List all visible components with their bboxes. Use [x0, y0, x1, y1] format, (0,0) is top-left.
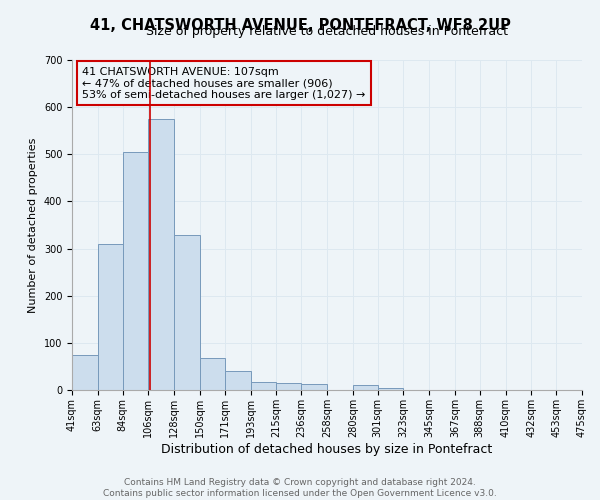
Bar: [277, 383, 301, 390]
Text: 41, CHATSWORTH AVENUE, PONTEFRACT, WF8 2UP: 41, CHATSWORTH AVENUE, PONTEFRACT, WF8 2…: [89, 18, 511, 32]
Bar: [225, 371, 251, 390]
Text: Contains HM Land Registry data © Crown copyright and database right 2024.
Contai: Contains HM Land Registry data © Crown c…: [103, 478, 497, 498]
Bar: [301, 384, 327, 390]
Bar: [72, 354, 98, 390]
Bar: [174, 236, 200, 390]
Y-axis label: Number of detached properties: Number of detached properties: [28, 138, 38, 312]
X-axis label: Distribution of detached houses by size in Pontefract: Distribution of detached houses by size …: [161, 442, 493, 456]
Title: Size of property relative to detached houses in Pontefract: Size of property relative to detached ho…: [146, 25, 508, 38]
Bar: [98, 244, 122, 390]
Text: 41 CHATSWORTH AVENUE: 107sqm
← 47% of detached houses are smaller (906)
53% of s: 41 CHATSWORTH AVENUE: 107sqm ← 47% of de…: [82, 66, 365, 100]
Bar: [122, 152, 148, 390]
Bar: [377, 388, 403, 390]
Bar: [148, 119, 174, 390]
Bar: [353, 386, 377, 390]
Bar: [200, 358, 225, 390]
Bar: [251, 382, 277, 390]
